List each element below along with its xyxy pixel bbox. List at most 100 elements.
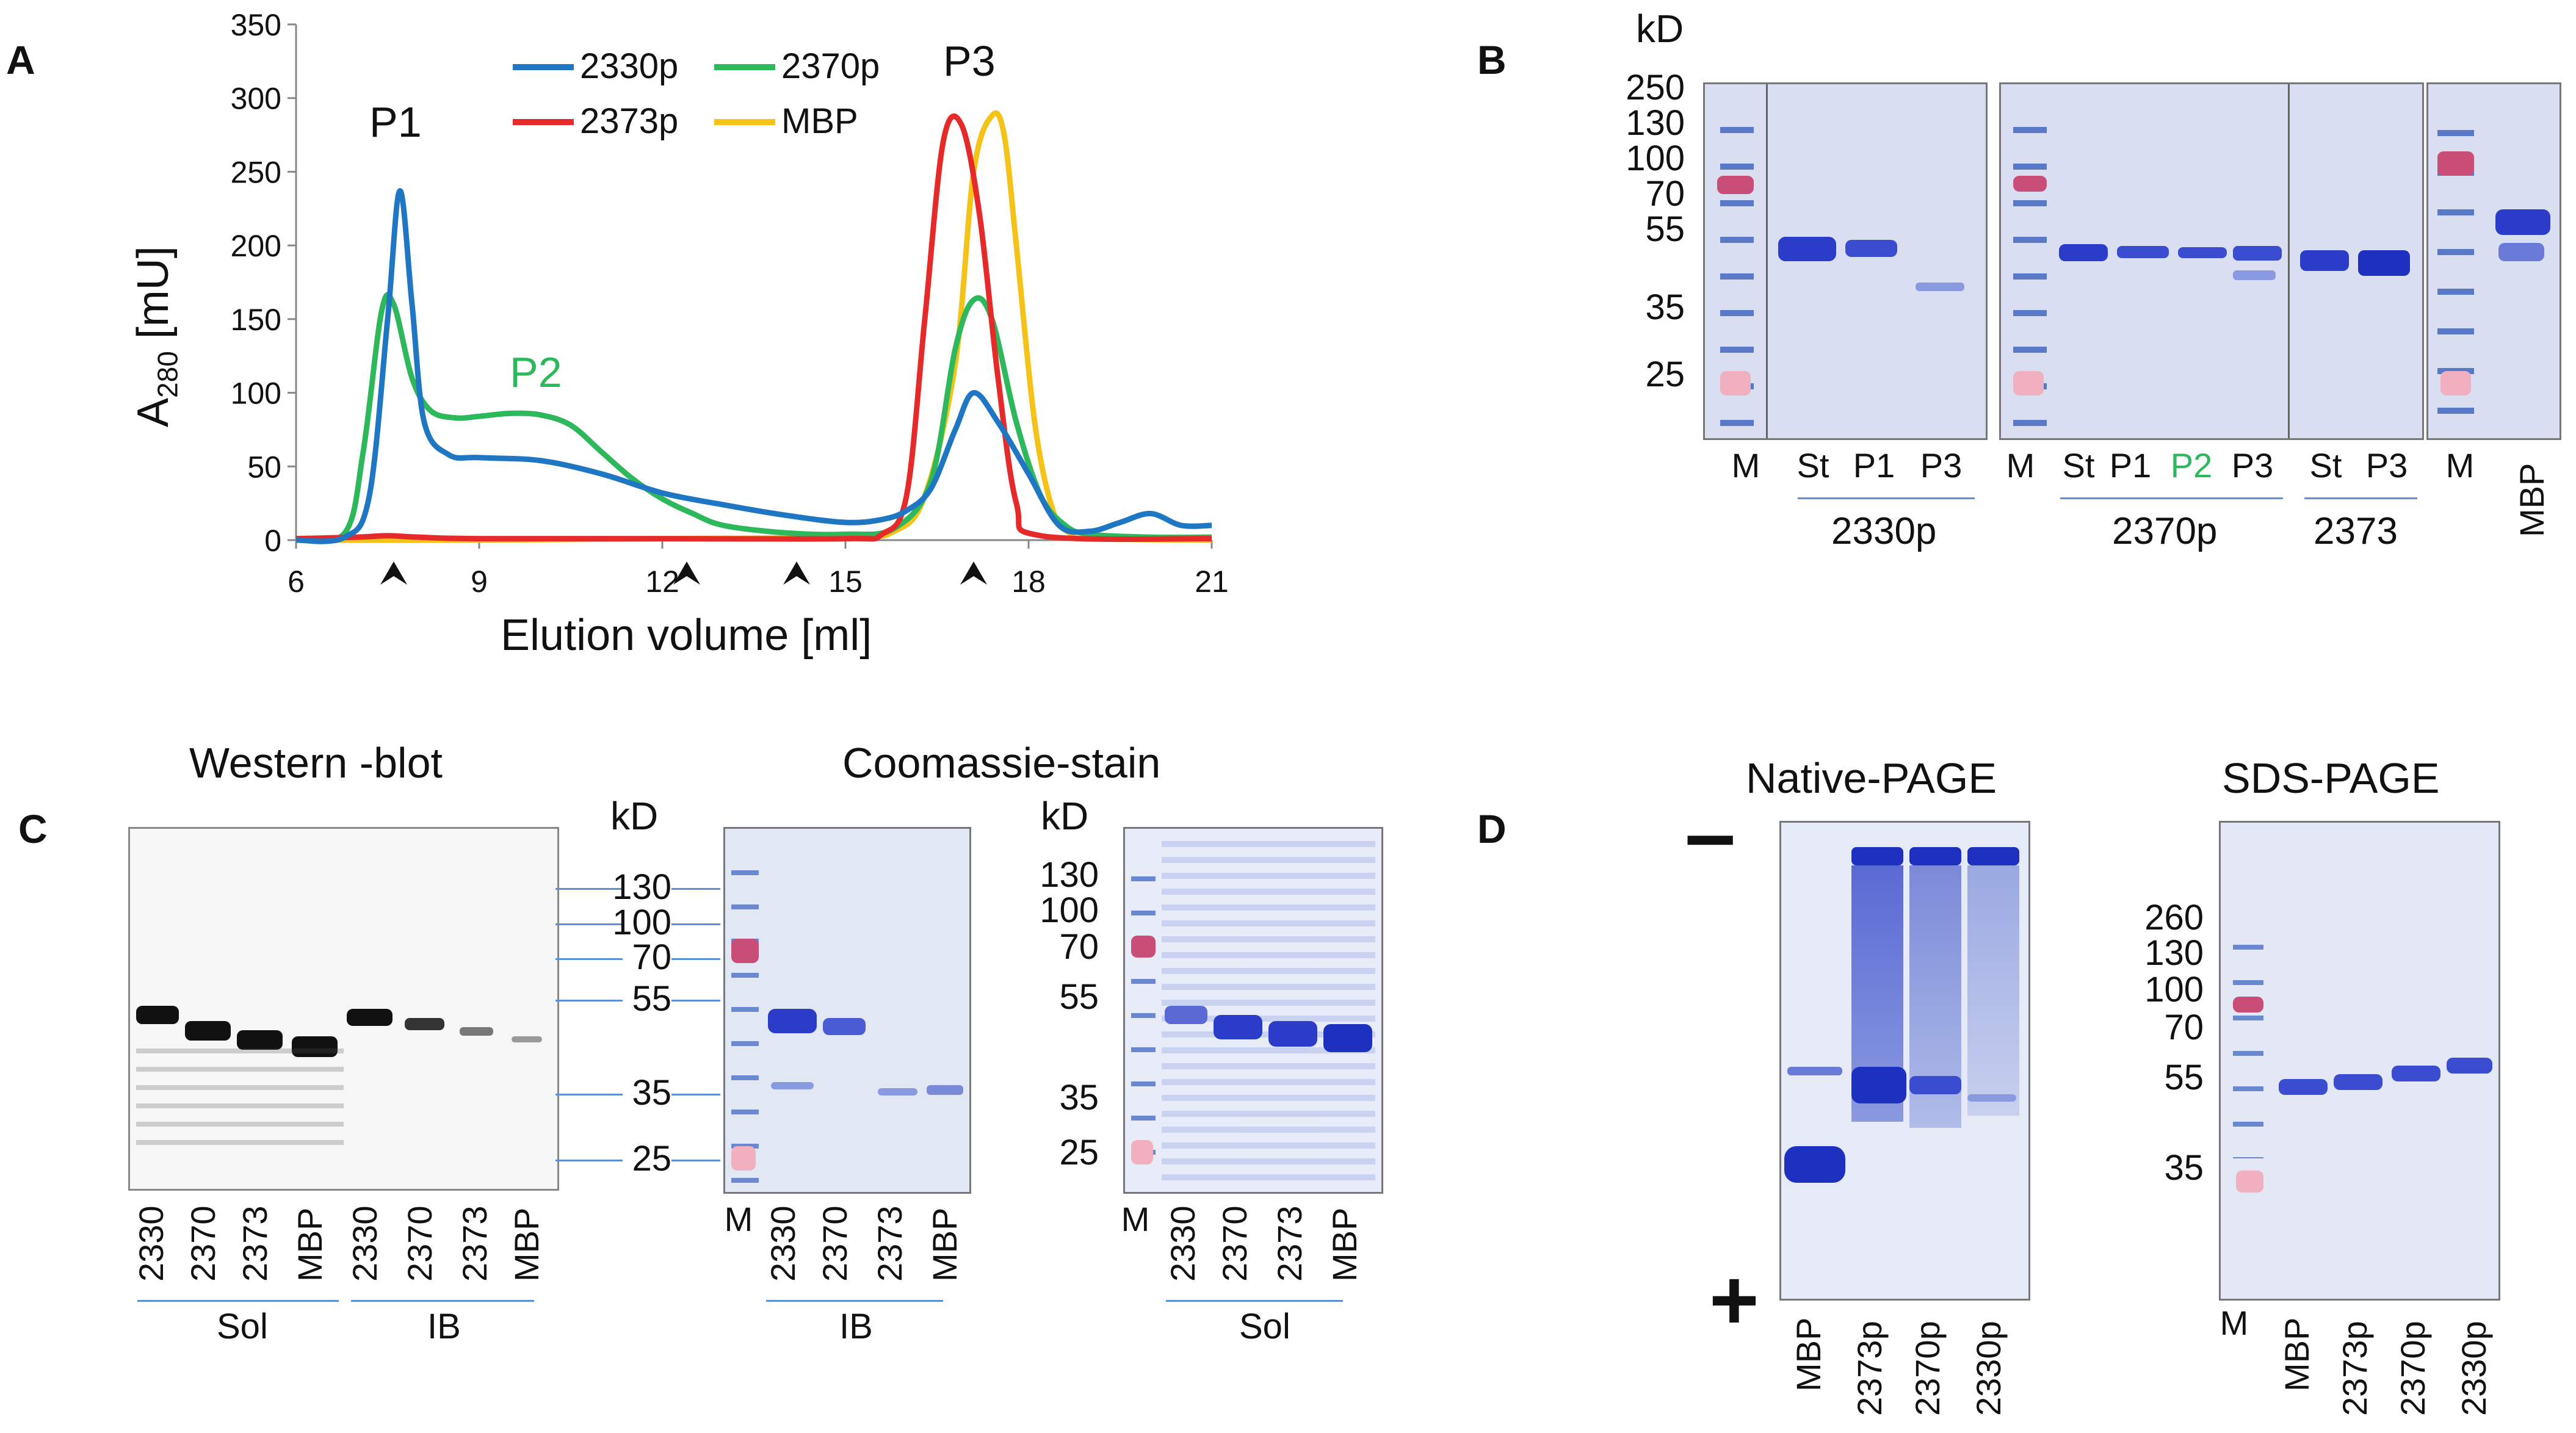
y-tick-label: 150 xyxy=(231,303,281,337)
lane-label: M xyxy=(2006,446,2035,485)
lane-label: 2330p xyxy=(2455,1321,2493,1416)
legend-label-2330p: 2330p xyxy=(580,46,679,86)
native-page-gel xyxy=(1779,821,2030,1301)
sds-page-gel xyxy=(2219,821,2500,1301)
y-tick-label: 300 xyxy=(231,82,281,116)
y-tick-label: 250 xyxy=(231,155,281,189)
panel-b-markers: 250 130 100 70 55 35 25 xyxy=(1587,67,1697,403)
anode-plus: + xyxy=(1709,1252,1759,1348)
band xyxy=(460,1027,493,1036)
legend-swatch-2370p xyxy=(714,64,775,70)
band xyxy=(405,1018,444,1030)
lane-label: MBP xyxy=(2513,463,2551,537)
lane-label: 2370 xyxy=(184,1205,222,1282)
group-label: 2330p xyxy=(1831,510,1937,552)
coomassie-title: Coomassie-stain xyxy=(842,739,1161,787)
peak-label-p1: P1 xyxy=(369,98,422,146)
gel-b-2370p xyxy=(1999,82,2424,440)
elution-arrow-marker xyxy=(673,561,700,585)
band xyxy=(768,1009,817,1033)
lane-label: P3 xyxy=(1920,446,1963,485)
cathode-minus: – xyxy=(1685,782,1736,884)
marker-ladder xyxy=(1131,847,1156,1177)
coomassie-sol-gel xyxy=(1123,827,1383,1194)
lane-label: 2373 xyxy=(455,1205,494,1282)
band xyxy=(1967,1094,2016,1102)
x-tick-label: 12 xyxy=(645,565,679,599)
mw-label: 130 xyxy=(612,867,671,907)
lane-label: 2330p xyxy=(1969,1321,2008,1416)
series-line-2330p xyxy=(295,188,1212,544)
sds-markers: 260 130 100 70 55 35 xyxy=(2124,897,2216,1215)
elution-arrow-marker xyxy=(380,561,407,585)
band xyxy=(185,1021,231,1041)
lane-label: MBP xyxy=(1325,1207,1364,1282)
panel-c-unit-1: kD xyxy=(610,794,659,838)
lane-label: P1 xyxy=(1853,446,1895,485)
chart-xlabel: Elution volume [ml] xyxy=(501,611,872,660)
lane-label: 2373 xyxy=(1270,1205,1309,1282)
lane-label: St xyxy=(2062,446,2095,485)
group-underline xyxy=(137,1300,339,1302)
x-tick-label: 18 xyxy=(1011,565,1046,599)
group-label: 2370p xyxy=(2112,510,2218,552)
mw-label: 70 xyxy=(2164,1008,2204,1047)
y-tick-label: 200 xyxy=(231,229,281,263)
band xyxy=(878,1088,917,1096)
mw-label: 130 xyxy=(2144,933,2204,973)
y-tick-label: 50 xyxy=(247,450,281,484)
band xyxy=(2233,246,2282,261)
lane-label: P3 xyxy=(2231,446,2274,485)
band xyxy=(927,1085,963,1095)
band xyxy=(2233,270,2276,280)
band xyxy=(1909,1076,1961,1094)
mw-label: 70 xyxy=(1645,174,1685,214)
group-underline xyxy=(1166,1300,1343,1302)
peak-label-p2: P2 xyxy=(510,348,562,396)
lane-label: 2330 xyxy=(1163,1205,1202,1282)
band xyxy=(2117,246,2169,258)
band xyxy=(2334,1074,2382,1090)
band xyxy=(2279,1079,2328,1095)
panel-d-letter: D xyxy=(1477,806,1507,851)
lane-label: M xyxy=(1121,1200,1150,1238)
lane-label: M xyxy=(2445,446,2475,485)
group-label: Sol xyxy=(217,1307,268,1346)
mw-label: 100 xyxy=(612,903,671,942)
mw-label: 70 xyxy=(632,937,671,977)
band xyxy=(1165,1006,1207,1024)
band xyxy=(136,1006,179,1024)
band xyxy=(823,1018,866,1035)
x-tick-label: 6 xyxy=(288,565,305,599)
mw-label: 55 xyxy=(2164,1058,2204,1097)
lane-label: MBP xyxy=(507,1207,546,1282)
mw-label: 25 xyxy=(1645,355,1685,394)
elution-arrow-marker xyxy=(783,561,810,585)
native-page-title: Native-PAGE xyxy=(1746,754,1997,802)
lane-label: 2370 xyxy=(816,1205,854,1282)
legend-label-mbp: MBP xyxy=(781,101,858,141)
panel-c-unit-2: kD xyxy=(1041,794,1089,838)
mw-label: 35 xyxy=(632,1073,671,1113)
gel-b-mbp xyxy=(2426,82,2561,440)
peak-label-p3: P3 xyxy=(943,37,996,85)
mw-label: 35 xyxy=(1059,1078,1099,1117)
elution-arrow-marker xyxy=(960,561,987,585)
lane-label: St xyxy=(2309,446,2342,485)
chart-legend: 2330p 2370p 2373p MBP xyxy=(513,43,903,153)
lane-label: 2373p xyxy=(1850,1321,1889,1416)
band xyxy=(237,1030,283,1050)
group-underline xyxy=(766,1300,943,1302)
mw-label: 25 xyxy=(632,1139,671,1179)
panel-b-unit: kD xyxy=(1636,7,1684,51)
band xyxy=(2059,244,2108,261)
x-tick-label: 15 xyxy=(828,565,863,599)
group-label: Sol xyxy=(1239,1307,1290,1346)
coomassie-ib-gel xyxy=(723,827,971,1194)
series-line-mbp xyxy=(295,110,1212,543)
western-blot-membrane xyxy=(128,827,559,1191)
mw-label: 250 xyxy=(1626,68,1685,107)
mw-label: 130 xyxy=(1626,103,1685,143)
panel-b-letter: B xyxy=(1477,37,1507,82)
lane-label: St xyxy=(1796,446,1829,485)
